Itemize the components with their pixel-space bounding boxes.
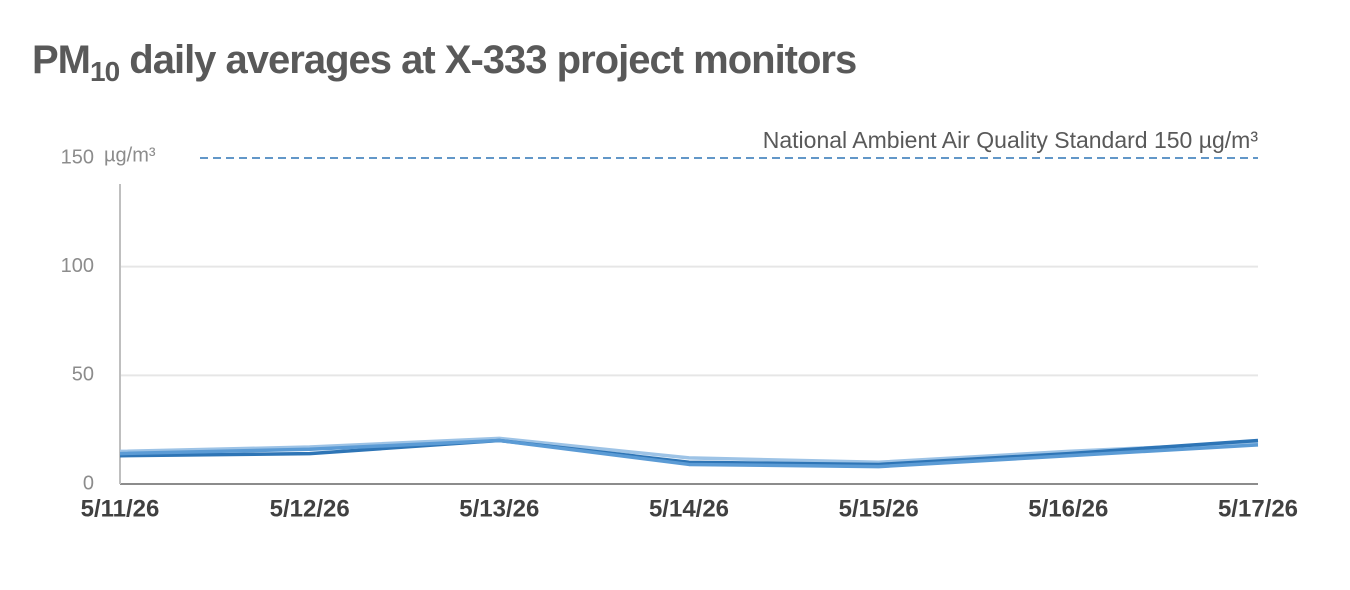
y-unit-label: µg/m³ — [104, 144, 156, 166]
y-tick-label: 50 — [72, 364, 94, 386]
y-tick-label: 0 — [83, 472, 94, 494]
title-main: PM — [32, 38, 90, 82]
y-tick-label: 150 — [61, 146, 94, 168]
y-tick-label: 100 — [61, 255, 94, 277]
series-line — [119, 438, 1259, 467]
x-tick-label: 5/15/26 — [839, 495, 919, 522]
x-tick-label: 5/12/26 — [270, 495, 350, 522]
title-rest: daily averages at X-333 project monitors — [119, 38, 856, 82]
title-subscript: 10 — [90, 56, 120, 87]
x-tick-label: 5/11/26 — [81, 495, 160, 522]
x-tick-label: 5/14/26 — [649, 495, 729, 522]
series-line — [119, 436, 1259, 465]
x-tick-label: 5/16/26 — [1028, 495, 1108, 522]
x-tick-label: 5/17/26 — [1218, 495, 1298, 522]
chart-title: PM10 daily averages at X-333 project mon… — [32, 38, 856, 88]
reference-label: National Ambient Air Quality Standard 15… — [763, 127, 1259, 153]
series-line — [119, 438, 1259, 469]
x-tick-label: 5/13/26 — [459, 495, 539, 522]
